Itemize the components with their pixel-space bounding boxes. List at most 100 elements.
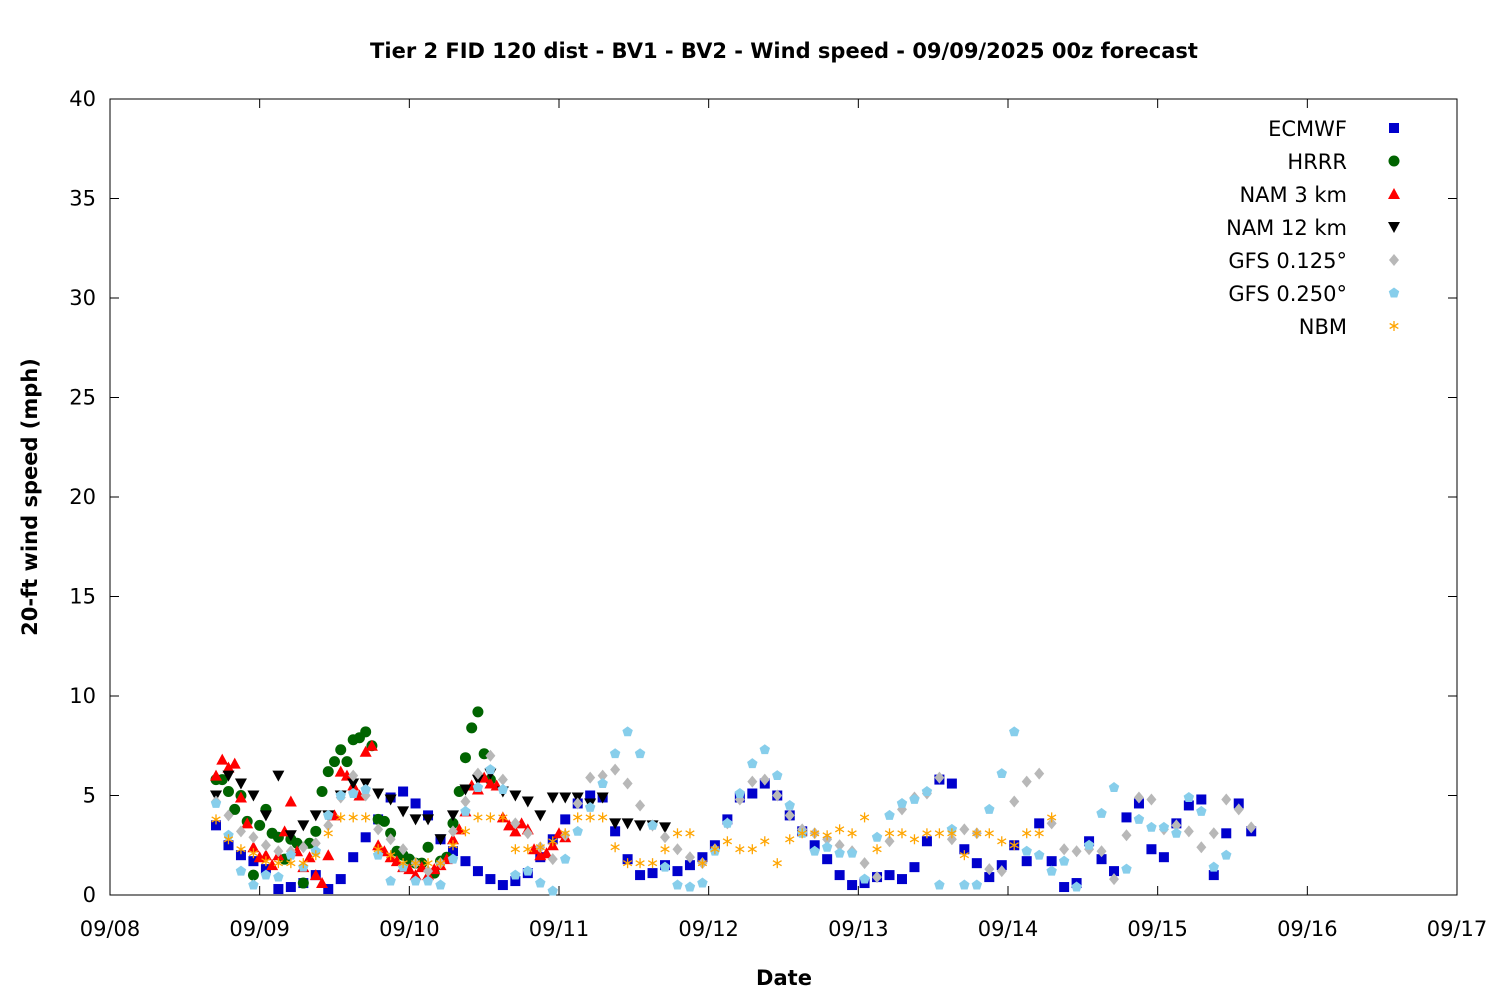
point-hrrr	[472, 706, 484, 718]
point-nam-12-km	[397, 806, 410, 818]
point-gfs-0-125	[447, 825, 458, 838]
point-gfs-0-250	[896, 797, 908, 808]
point-nbm	[510, 844, 521, 855]
point-nbm	[597, 812, 608, 823]
point-hrrr	[322, 766, 334, 778]
point-gfs-0-250	[1108, 782, 1120, 792]
point-nbm	[947, 828, 957, 839]
point-nam-12-km	[409, 814, 422, 826]
point-ecmwf	[1034, 818, 1045, 829]
point-gfs-0-250	[747, 758, 758, 769]
point-ecmwf	[1158, 852, 1169, 863]
point-ecmwf	[235, 850, 246, 861]
point-gfs-0-250	[235, 865, 247, 876]
point-gfs-0-250	[1171, 827, 1182, 838]
series-gfs-0-250	[210, 726, 1232, 896]
legend-marker-ecmwf	[1389, 123, 1399, 133]
point-ecmwf	[635, 870, 646, 881]
point-nam-3-km	[216, 753, 229, 765]
point-gfs-0-125	[572, 797, 583, 810]
point-nam-12-km	[459, 784, 472, 796]
point-ecmwf	[485, 874, 496, 885]
point-gfs-0-125	[1096, 845, 1107, 858]
point-nbm	[498, 812, 508, 823]
point-ecmwf	[398, 786, 409, 797]
point-gfs-0-125	[373, 823, 384, 836]
point-gfs-0-250	[1096, 807, 1107, 818]
point-ecmwf	[747, 788, 758, 799]
point-gfs-0-250	[285, 849, 297, 860]
point-gfs-0-125	[248, 831, 259, 844]
point-nam-12-km	[422, 814, 435, 826]
point-gfs-0-125	[1009, 795, 1020, 808]
point-gfs-0-250	[871, 831, 883, 842]
point-nam-12-km	[384, 794, 397, 806]
point-ecmwf	[1109, 866, 1120, 877]
point-nbm	[311, 850, 321, 861]
point-ecmwf	[1183, 800, 1194, 811]
point-ecmwf	[360, 832, 371, 843]
point-nbm	[810, 828, 820, 839]
point-ecmwf	[610, 826, 621, 837]
legend-label-gfs-0-250: GFS 0.250°	[1228, 282, 1347, 306]
point-gfs-0-125	[1059, 843, 1070, 856]
point-gfs-0-250	[846, 847, 858, 858]
point-hrrr	[329, 756, 340, 768]
point-gfs-0-125	[959, 823, 970, 836]
point-gfs-0-125	[460, 795, 471, 808]
point-gfs-0-250	[684, 881, 696, 892]
point-nam-3-km	[478, 771, 491, 783]
point-nam-12-km	[446, 810, 459, 822]
point-gfs-0-250	[335, 790, 346, 800]
point-gfs-0-125	[547, 853, 558, 866]
point-nam-3-km	[409, 869, 422, 881]
x-tick-label: 09/10	[379, 917, 440, 941]
point-nam-12-km	[297, 820, 310, 832]
point-gfs-0-250	[659, 861, 671, 872]
point-nbm	[1046, 812, 1057, 823]
point-gfs-0-125	[946, 833, 957, 846]
point-gfs-0-250	[597, 778, 608, 789]
point-gfs-0-250	[834, 847, 845, 858]
y-tick-label: 40	[69, 87, 96, 111]
point-gfs-0-250	[447, 853, 459, 864]
point-gfs-0-250	[909, 793, 920, 804]
point-nam-12-km	[434, 834, 447, 846]
point-nbm	[647, 858, 658, 869]
x-tick-label: 09/11	[529, 917, 590, 941]
legend-label-hrrr: HRRR	[1287, 150, 1347, 174]
point-nbm	[610, 842, 620, 853]
point-gfs-0-125	[996, 865, 1007, 878]
point-ecmwf	[472, 866, 483, 877]
point-nam-3-km	[340, 769, 353, 781]
point-ecmwf	[273, 884, 284, 895]
point-gfs-0-125	[610, 763, 621, 776]
point-gfs-0-125	[747, 775, 758, 788]
point-ecmwf	[497, 880, 508, 891]
point-ecmwf	[1146, 844, 1157, 855]
point-hrrr	[466, 722, 478, 734]
point-nbm	[822, 830, 832, 841]
point-nbm	[872, 844, 882, 855]
point-gfs-0-250	[759, 744, 771, 755]
legend-marker-nam-3-km	[1388, 188, 1400, 199]
point-gfs-0-250	[821, 841, 833, 852]
point-ecmwf	[560, 814, 571, 825]
point-gfs-0-250	[934, 879, 945, 890]
point-nbm	[1022, 828, 1032, 839]
point-gfs-0-125	[522, 827, 533, 840]
point-nam-12-km	[234, 778, 247, 790]
point-gfs-0-250	[460, 805, 471, 816]
point-nam-3-km	[334, 765, 347, 777]
point-nbm	[1034, 828, 1044, 839]
point-nbm	[523, 844, 533, 855]
point-gfs-0-250	[273, 871, 284, 882]
y-tick-label: 15	[69, 585, 96, 609]
point-gfs-0-125	[223, 809, 234, 822]
point-gfs-0-125	[934, 771, 945, 784]
point-nam-3-km	[234, 791, 247, 803]
point-nbm	[410, 858, 421, 869]
point-ecmwf	[248, 856, 259, 867]
point-ecmwf	[447, 846, 458, 857]
point-nbm	[560, 828, 570, 839]
